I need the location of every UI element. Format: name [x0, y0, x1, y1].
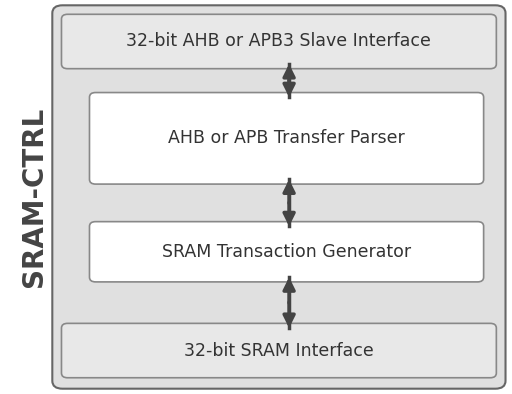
FancyBboxPatch shape — [61, 14, 496, 69]
FancyBboxPatch shape — [90, 222, 484, 282]
Text: 32-bit SRAM Interface: 32-bit SRAM Interface — [184, 342, 374, 360]
Text: 32-bit AHB or APB3 Slave Interface: 32-bit AHB or APB3 Slave Interface — [126, 32, 431, 50]
Text: AHB or APB Transfer Parser: AHB or APB Transfer Parser — [168, 129, 405, 147]
FancyBboxPatch shape — [61, 323, 496, 378]
Text: SRAM-CTRL: SRAM-CTRL — [20, 107, 49, 287]
FancyBboxPatch shape — [52, 5, 505, 389]
Text: SRAM Transaction Generator: SRAM Transaction Generator — [162, 243, 411, 261]
FancyBboxPatch shape — [90, 93, 484, 184]
